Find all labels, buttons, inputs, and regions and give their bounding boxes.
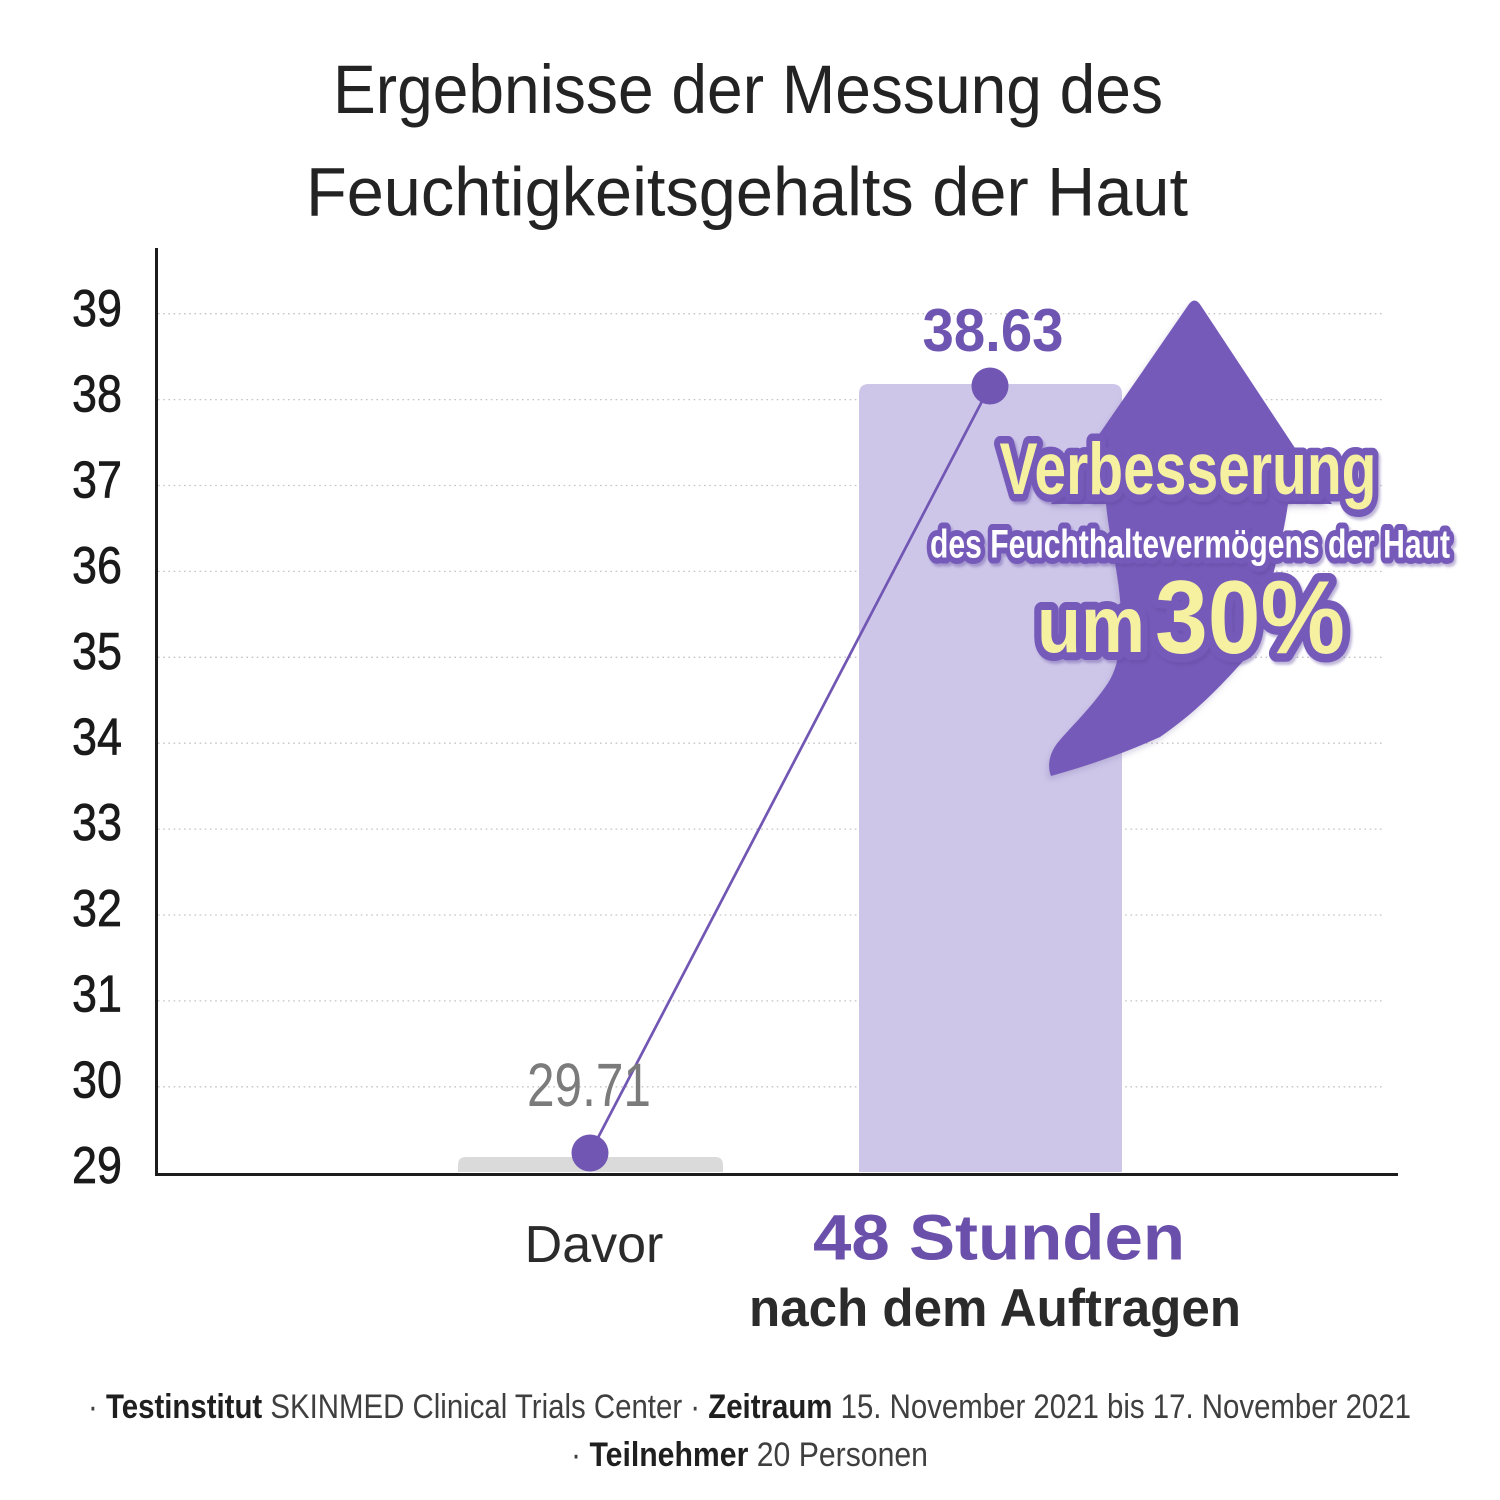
svg-text:29: 29: [72, 1137, 122, 1195]
svg-text:des Feuchthaltevermögens der H: des Feuchthaltevermögens der Haut: [930, 523, 1450, 567]
svg-text:33: 33: [72, 794, 122, 852]
svg-text:Davor: Davor: [525, 1216, 664, 1274]
svg-text:Feuchtigkeitsgehalts der Haut: Feuchtigkeitsgehalts der Haut: [306, 154, 1188, 231]
svg-text:35: 35: [72, 623, 122, 681]
svg-text:Verbesserung: Verbesserung: [1000, 429, 1377, 510]
svg-text:38.63: 38.63: [923, 297, 1064, 364]
svg-text:31: 31: [72, 966, 122, 1024]
svg-text:Ergebnisse der Messung des: Ergebnisse der Messung des: [333, 51, 1163, 128]
svg-text:39: 39: [72, 280, 122, 338]
svg-text:34: 34: [72, 709, 122, 767]
svg-text:48 Stunden: 48 Stunden: [813, 1202, 1185, 1274]
svg-text:37: 37: [72, 451, 122, 509]
svg-text:30%: 30%: [1155, 560, 1345, 676]
svg-text:32: 32: [72, 880, 122, 938]
svg-text:29.71: 29.71: [527, 1051, 651, 1119]
svg-text:· Teilnehmer 20 Personen: · Teilnehmer 20 Personen: [571, 1436, 928, 1474]
svg-text:· Testinstitut SKINMED Clinic: · Testinstitut SKINMED Clinical Trials C…: [88, 1388, 1411, 1426]
svg-text:nach dem Auftragen: nach dem Auftragen: [749, 1279, 1241, 1338]
svg-text:um: um: [1037, 580, 1145, 669]
svg-text:36: 36: [72, 537, 122, 595]
svg-text:30: 30: [72, 1051, 122, 1109]
svg-text:38: 38: [72, 366, 122, 424]
